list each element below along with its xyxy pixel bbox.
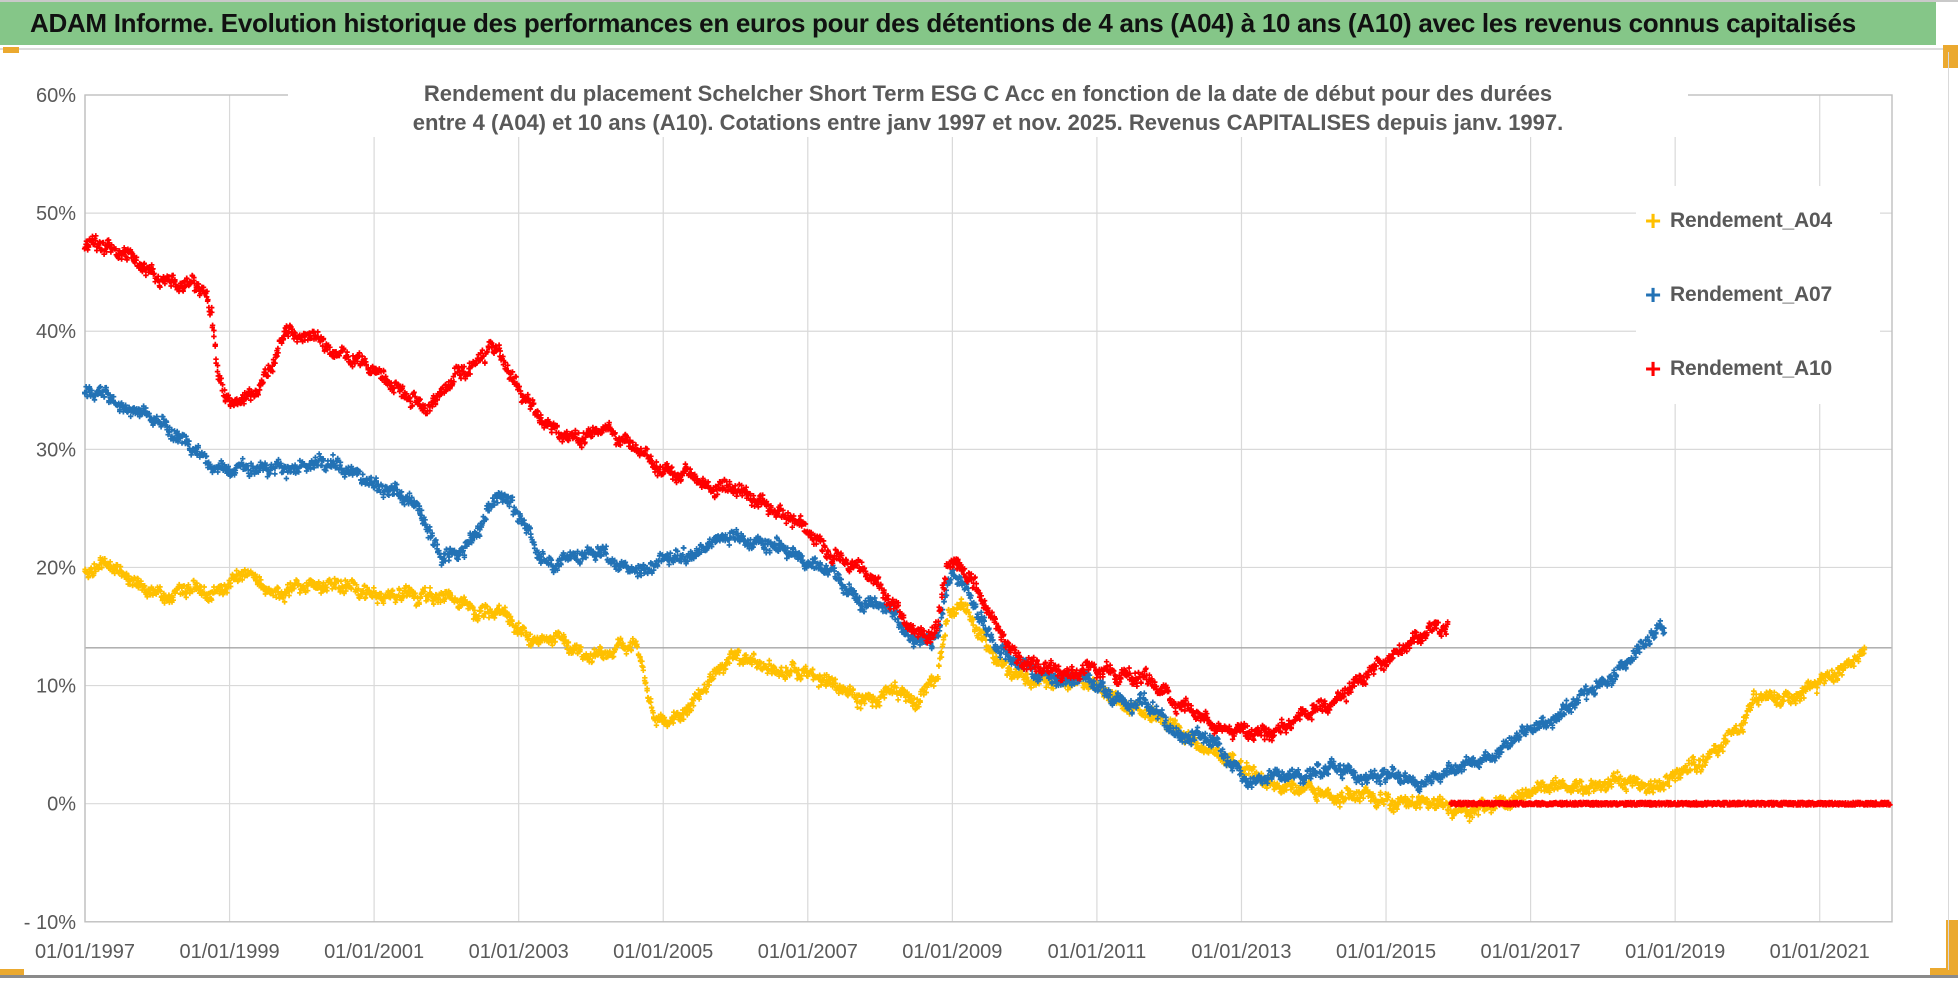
x-axis-tick-label: 01/01/2001 bbox=[324, 941, 424, 963]
gold-accent-top-right bbox=[1943, 45, 1958, 68]
legend-item-a10: + Rendement_A10 bbox=[1636, 338, 1880, 400]
plus-marker-icon: + bbox=[1644, 353, 1662, 384]
header-divider bbox=[0, 48, 1958, 50]
gold-accent-bottom-right bbox=[1946, 920, 1958, 978]
plus-marker-icon: + bbox=[1644, 279, 1662, 310]
legend-item-a04: + Rendement_A04 bbox=[1636, 190, 1880, 252]
chart-legend: + Rendement_A04 + Rendement_A07 + Rendem… bbox=[1636, 186, 1880, 404]
y-axis-tick-label: 0% bbox=[47, 794, 76, 816]
x-axis-tick-label: 01/01/1999 bbox=[180, 941, 280, 963]
x-axis-tick-label: 01/01/2003 bbox=[469, 941, 569, 963]
x-axis-tick-label: 01/01/2005 bbox=[613, 941, 713, 963]
y-axis-tick-label: 40% bbox=[36, 321, 76, 343]
chart-title-line1: Rendement du placement Schelcher Short T… bbox=[423, 81, 1553, 106]
x-axis-tick-label: 01/01/2015 bbox=[1336, 941, 1436, 963]
legend-item-a07: + Rendement_A07 bbox=[1636, 264, 1880, 326]
x-axis-tick-label: 01/01/2009 bbox=[902, 941, 1002, 963]
y-axis-tick-label: 50% bbox=[36, 203, 76, 225]
chart-title-line2: entre 4 (A04) et 10 ans (A10). Cotations… bbox=[412, 110, 1564, 135]
plus-marker-icon: + bbox=[1644, 205, 1662, 236]
x-axis-tick-label: 01/01/2021 bbox=[1770, 941, 1870, 963]
gold-accent-top-left bbox=[3, 47, 19, 53]
legend-label: Rendement_A10 bbox=[1670, 357, 1832, 380]
series-Rendement_A07 bbox=[82, 384, 1668, 795]
y-axis-tick-label: 10% bbox=[36, 676, 76, 698]
legend-label: Rendement_A07 bbox=[1670, 283, 1832, 306]
x-axis-tick-label: 01/01/2017 bbox=[1481, 941, 1581, 963]
y-axis-tick-label: 20% bbox=[36, 557, 76, 579]
header-title: ADAM Informe. Evolution historique des p… bbox=[30, 8, 1856, 38]
right-border-rule bbox=[1948, 52, 1949, 970]
series-Rendement_A04 bbox=[82, 555, 1868, 824]
gold-accent-bottom-left bbox=[0, 969, 24, 978]
x-axis-tick-label: 01/01/1997 bbox=[35, 941, 135, 963]
legend-label: Rendement_A04 bbox=[1670, 209, 1832, 232]
gold-accent-bottom-right-foot bbox=[1930, 968, 1958, 978]
y-axis-tick-label: 60% bbox=[36, 85, 76, 107]
y-axis-tick-label: 30% bbox=[36, 439, 76, 461]
chart-title: Rendement du placement Schelcher Short T… bbox=[288, 79, 1688, 137]
x-axis-tick-label: 01/01/2013 bbox=[1191, 941, 1291, 963]
x-axis-tick-label: 01/01/2011 bbox=[1048, 941, 1147, 963]
series-Rendement_A10 bbox=[81, 233, 1893, 808]
plot-border bbox=[84, 94, 1893, 923]
x-axis-tick-label: 01/01/2007 bbox=[758, 941, 858, 963]
slide-top-border bbox=[0, 0, 1958, 2]
y-axis-tick-label: - 10% bbox=[24, 912, 76, 934]
header-bar: ADAM Informe. Evolution historique des p… bbox=[0, 2, 1936, 45]
slide-bottom-rule bbox=[0, 975, 1958, 978]
x-axis-tick-label: 01/01/2019 bbox=[1625, 941, 1725, 963]
